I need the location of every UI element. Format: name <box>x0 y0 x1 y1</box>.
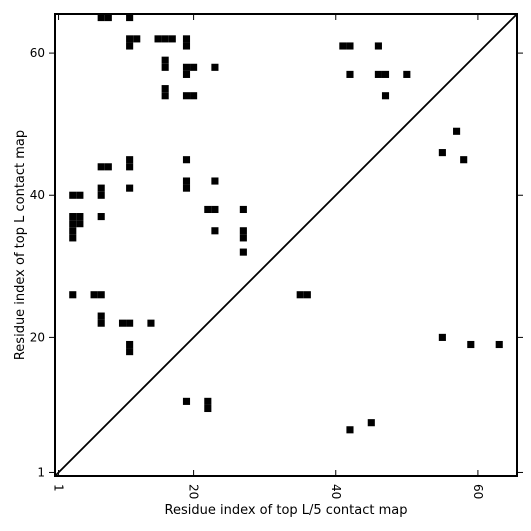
contact-cell-upper <box>126 163 134 171</box>
contact-cell-lower <box>367 419 375 427</box>
contact-cell-upper <box>211 205 219 214</box>
contact-cell-upper <box>453 127 461 135</box>
contact-cell-upper <box>182 63 191 71</box>
y-axis-label: Residue index of top L contact map <box>13 130 28 360</box>
contact-cell-upper <box>69 213 77 221</box>
contact-cell-upper <box>97 291 105 299</box>
contact-cell-upper <box>381 92 390 100</box>
y-tick-label: 1 <box>37 465 45 479</box>
contact-cell-upper <box>69 191 77 199</box>
contact-cell-upper <box>97 184 105 192</box>
contact-cell-upper <box>239 227 247 235</box>
contact-cell-upper <box>182 184 191 192</box>
contact-cell-upper <box>97 319 105 327</box>
contact-cell-upper <box>296 291 304 299</box>
plot-frame <box>54 13 518 477</box>
contact-cell-upper <box>104 163 112 171</box>
contact-cell-upper <box>133 35 141 43</box>
contact-cell-upper <box>495 340 503 349</box>
contact-cell-upper <box>97 312 105 320</box>
contact-cell-upper <box>182 92 191 100</box>
contact-cell-upper <box>97 14 105 22</box>
contact-cell-upper <box>460 156 468 164</box>
contact-cell-upper <box>97 163 105 171</box>
contact-cell-upper <box>438 149 446 157</box>
contact-cell-upper <box>97 213 105 221</box>
contact-cell-lower <box>204 404 212 413</box>
contact-cell-upper <box>374 42 382 50</box>
contact-cell-upper <box>154 35 162 43</box>
contact-cell-upper <box>403 70 411 78</box>
contact-cell-upper <box>182 177 191 185</box>
contact-cell-upper <box>303 291 311 299</box>
contact-cell-upper <box>69 291 77 299</box>
contact-cell-upper <box>69 234 77 242</box>
contact-cell-upper <box>190 63 198 71</box>
contact-cell-upper <box>239 248 247 256</box>
contact-cell-upper <box>126 319 134 327</box>
contact-cell-upper <box>147 319 155 327</box>
x-axis-label: Residue index of top L/5 contact map <box>165 503 408 518</box>
contact-cell-upper <box>211 177 219 185</box>
contact-cell-upper <box>239 234 247 242</box>
contact-cell-upper <box>69 227 77 235</box>
contact-cell-upper <box>204 205 212 214</box>
x-tick-label: 40 <box>329 484 343 499</box>
x-tick-label: 60 <box>471 484 485 499</box>
contact-cell-upper <box>161 63 169 71</box>
contact-cell-upper <box>126 348 134 356</box>
contact-cell-upper <box>374 70 382 78</box>
contact-cell-upper <box>346 42 354 50</box>
contact-cell-upper <box>76 191 84 199</box>
contact-cell-upper <box>339 42 347 50</box>
contact-cell-upper <box>161 92 169 100</box>
contact-cells <box>69 14 503 434</box>
contact-cell-upper <box>211 63 219 71</box>
contact-cell-lower <box>182 397 191 405</box>
contact-cell-upper <box>161 35 169 43</box>
contact-cell-upper <box>104 14 112 22</box>
y-tick-label: 20 <box>30 330 45 344</box>
contact-cell-upper <box>126 156 134 164</box>
contact-cell-upper <box>346 70 354 78</box>
contact-cell-upper <box>126 340 134 349</box>
contact-cell-upper <box>190 92 198 100</box>
axis-ticks: 1 20 40 60 1 20 40 60 <box>30 14 523 499</box>
contact-cell-upper <box>182 70 191 78</box>
contact-cell-upper <box>126 14 134 22</box>
contact-cell-upper <box>239 205 247 214</box>
contact-cell-upper <box>381 70 390 78</box>
contact-cell-upper <box>97 191 105 199</box>
contact-cell-upper <box>90 291 98 299</box>
y-tick-label: 40 <box>30 188 45 202</box>
contact-cell-upper <box>76 220 84 228</box>
contact-cell-upper <box>76 213 84 221</box>
contact-cell-upper <box>69 220 77 228</box>
contact-cell-upper <box>126 35 134 43</box>
contact-cell-upper <box>126 42 134 50</box>
contact-cell-upper <box>467 340 475 349</box>
x-tick-label: 20 <box>187 484 201 499</box>
contact-cell-upper <box>161 56 169 64</box>
contact-cell-upper <box>168 35 176 43</box>
contact-cell-upper <box>126 184 134 192</box>
contact-cell-upper <box>182 35 191 43</box>
diagonal-line <box>54 13 518 477</box>
contact-cell-upper <box>182 42 191 50</box>
contact-cell-upper <box>161 85 169 93</box>
contact-cell-upper <box>118 319 127 327</box>
contact-cell-upper <box>211 227 219 235</box>
x-tick-label: 1 <box>52 484 66 492</box>
contact-cell-upper <box>182 156 191 164</box>
y-tick-label: 60 <box>30 46 45 60</box>
contact-cell-lower <box>346 426 354 434</box>
contact-cell-lower <box>204 397 212 405</box>
contact-cell-upper <box>438 333 446 341</box>
